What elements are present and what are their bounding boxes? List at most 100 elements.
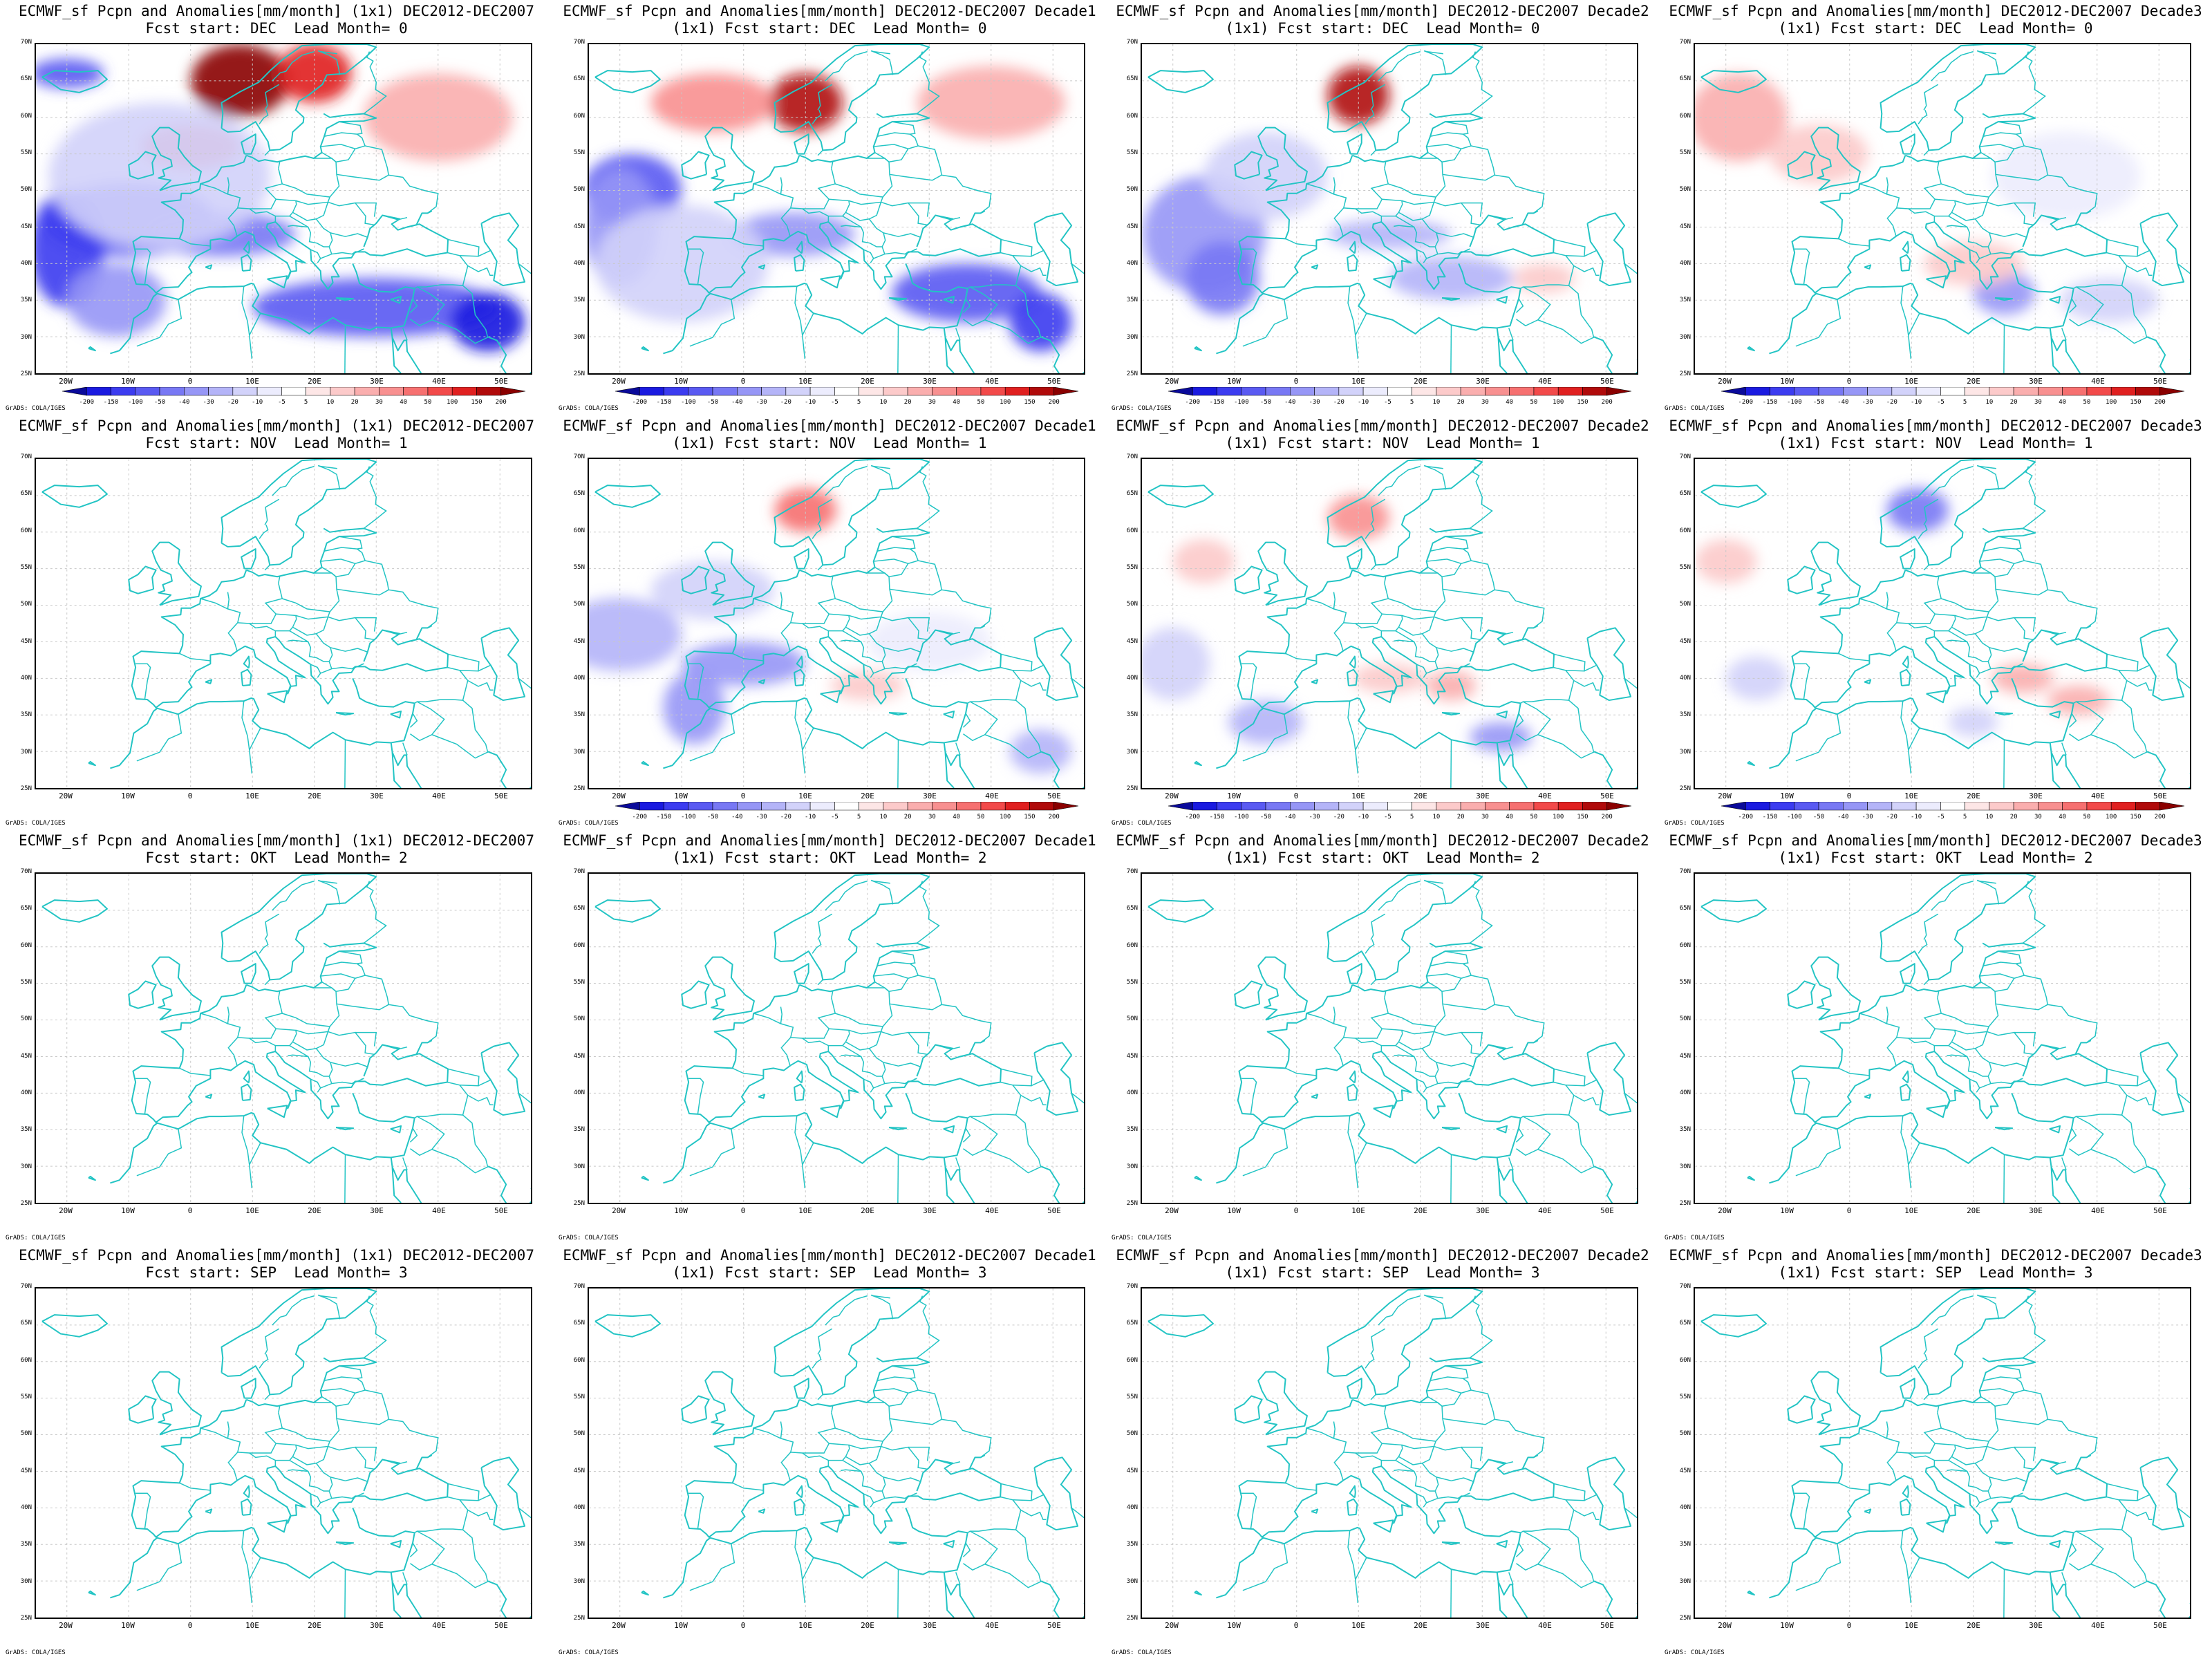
colorbar-tick-label: -5 bbox=[1384, 814, 1391, 820]
anomaly-field bbox=[1695, 73, 2159, 322]
colorbar-tick-label: 30 bbox=[2034, 814, 2042, 820]
colorbar-tick-label: 200 bbox=[1049, 814, 1060, 820]
latitude-label: 50N bbox=[1679, 601, 1691, 608]
longitude-label: 0 bbox=[1293, 377, 1299, 386]
map-panel: ECMWF_sf Pcpn and Anomalies[mm/month] DE… bbox=[1659, 830, 2212, 1244]
country-borders bbox=[688, 50, 1084, 373]
map-frame bbox=[35, 458, 532, 789]
longitude-label: 40E bbox=[1538, 791, 1552, 800]
colorbar-segment bbox=[2062, 802, 2088, 811]
colorbar-tick-label: 10 bbox=[1432, 399, 1440, 405]
latitude-label: 40N bbox=[1126, 1089, 1138, 1096]
panel-title: ECMWF_sf Pcpn and Anomalies[mm/month] DE… bbox=[1106, 1247, 1659, 1282]
map-canvas bbox=[589, 459, 1084, 788]
colorbar-segment bbox=[1290, 387, 1315, 396]
colorbar-segment bbox=[785, 802, 811, 811]
colorbar-segment bbox=[111, 387, 136, 396]
latitude-label: 40N bbox=[1679, 1504, 1691, 1511]
negative-anomaly-area bbox=[1991, 131, 2141, 220]
colorbar-tick-label: -10 bbox=[1911, 814, 1922, 820]
latitude-label: 55N bbox=[573, 564, 585, 571]
colorbar-segment bbox=[761, 802, 787, 811]
latitude-label: 35N bbox=[1679, 297, 1691, 304]
colorbar-segment bbox=[1891, 387, 1917, 396]
longitude-label: 10W bbox=[1780, 791, 1794, 800]
colorbar: -200 -150 -100 -50 -40 -30 -20 -10 -5 5 10 20 30 40 50… bbox=[62, 387, 526, 405]
grads-credit: GrADS: COLA/IGES bbox=[559, 1649, 619, 1656]
latitude-label: 25N bbox=[1126, 785, 1138, 792]
latitude-label: 70N bbox=[20, 868, 32, 875]
colorbar-segment bbox=[2086, 387, 2112, 396]
longitude-label: 30E bbox=[370, 1621, 384, 1630]
longitude-label: 20E bbox=[1414, 377, 1427, 386]
colorbar: -200 -150 -100 -50 -40 -30 -20 -10 -5 5 10 20 30 40 50… bbox=[615, 387, 1079, 405]
colorbar-segment bbox=[712, 802, 738, 811]
colorbar-segment bbox=[1485, 802, 1510, 811]
map-canvas bbox=[1695, 459, 2190, 788]
map-canvas bbox=[1695, 44, 2190, 373]
longitude-label: 40E bbox=[1538, 1206, 1552, 1215]
map-panel: ECMWF_sf Pcpn and Anomalies[mm/month] DE… bbox=[1106, 415, 1659, 830]
colorbar-segment bbox=[1265, 387, 1291, 396]
longitude-label: 10E bbox=[245, 791, 259, 800]
latitude-label: 25N bbox=[573, 1615, 585, 1622]
colorbar-segment bbox=[980, 802, 1006, 811]
longitude-label: 40E bbox=[985, 791, 999, 800]
colorbar-tick-label: -10 bbox=[805, 399, 816, 405]
map-panel: ECMWF_sf Pcpn and Anomalies[mm/month] DE… bbox=[1106, 1244, 1659, 1659]
latitude-label: 70N bbox=[20, 39, 32, 46]
panel-title-line1: ECMWF_sf Pcpn and Anomalies[mm/month] DE… bbox=[1116, 3, 1649, 19]
latitude-label: 65N bbox=[1679, 905, 1691, 912]
colorbar-segment bbox=[639, 387, 664, 396]
latitude-label: 45N bbox=[1126, 1052, 1138, 1060]
colorbar-segment bbox=[1818, 387, 1844, 396]
map-panel: ECMWF_sf Pcpn and Anomalies[mm/month] DE… bbox=[553, 830, 1106, 1244]
colorbar-segment bbox=[1843, 387, 1868, 396]
colorbar-segment bbox=[2013, 387, 2038, 396]
colorbar-segment bbox=[1192, 387, 1217, 396]
longitude-label: 20E bbox=[861, 791, 874, 800]
longitude-label: 30E bbox=[2029, 377, 2043, 386]
latitude-label: 30N bbox=[1679, 748, 1691, 756]
latitude-label: 60N bbox=[1126, 527, 1138, 534]
grads-credit: GrADS: COLA/IGES bbox=[559, 405, 619, 412]
colorbar-tick-label: 40 bbox=[400, 399, 407, 405]
latitude-label: 45N bbox=[573, 637, 585, 645]
colorbar-segment bbox=[1818, 802, 1844, 811]
graticule bbox=[1142, 1288, 1637, 1618]
latitude-label: 60N bbox=[1126, 941, 1138, 949]
coastlines bbox=[594, 874, 1084, 1203]
positive-anomaly-area bbox=[1426, 671, 1477, 701]
colorbar-segment bbox=[859, 802, 884, 811]
colorbar-segment bbox=[1053, 387, 1079, 396]
coastlines bbox=[1147, 44, 1637, 373]
longitude-label: 10W bbox=[121, 791, 135, 800]
map-panel: ECMWF_sf Pcpn and Anomalies[mm/month] DE… bbox=[553, 1244, 1106, 1659]
latitude-label: 60N bbox=[20, 941, 32, 949]
longitude-label: 10W bbox=[674, 1206, 688, 1215]
colorbar-tick-label: 5 bbox=[857, 814, 861, 820]
map-canvas bbox=[589, 44, 1084, 373]
longitude-label: 20E bbox=[308, 791, 321, 800]
latitude-label: 30N bbox=[1126, 1577, 1138, 1585]
colorbar: -200 -150 -100 -50 -40 -30 -20 -10 -5 5 10 20 30 40 50… bbox=[1721, 802, 2185, 820]
negative-anomaly-area bbox=[1228, 700, 1303, 744]
longitude-label: 30E bbox=[1476, 1621, 1490, 1630]
colorbar-tick-label: 5 bbox=[304, 399, 308, 405]
colorbar-segment bbox=[1265, 802, 1291, 811]
colorbar-segment bbox=[1241, 387, 1266, 396]
longitude-label: 20E bbox=[1414, 1206, 1427, 1215]
latitude-label: 60N bbox=[1126, 112, 1138, 120]
latitude-label: 35N bbox=[20, 711, 32, 719]
longitude-label: 10W bbox=[674, 1621, 688, 1630]
colorbar-segment bbox=[2135, 387, 2161, 396]
colorbar-segment bbox=[2086, 802, 2112, 811]
colorbar-segment bbox=[1891, 802, 1917, 811]
longitude-label: 0 bbox=[1846, 791, 1852, 800]
panel-title-line1: ECMWF_sf Pcpn and Anomalies[mm/month] DE… bbox=[1669, 418, 2202, 434]
longitude-label: 10W bbox=[674, 377, 688, 386]
colorbar-tick-label: 20 bbox=[351, 399, 359, 405]
latitude-label: 60N bbox=[573, 527, 585, 534]
colorbar-tick-label: 40 bbox=[1506, 399, 1513, 405]
longitude-label: 30E bbox=[370, 1206, 384, 1215]
